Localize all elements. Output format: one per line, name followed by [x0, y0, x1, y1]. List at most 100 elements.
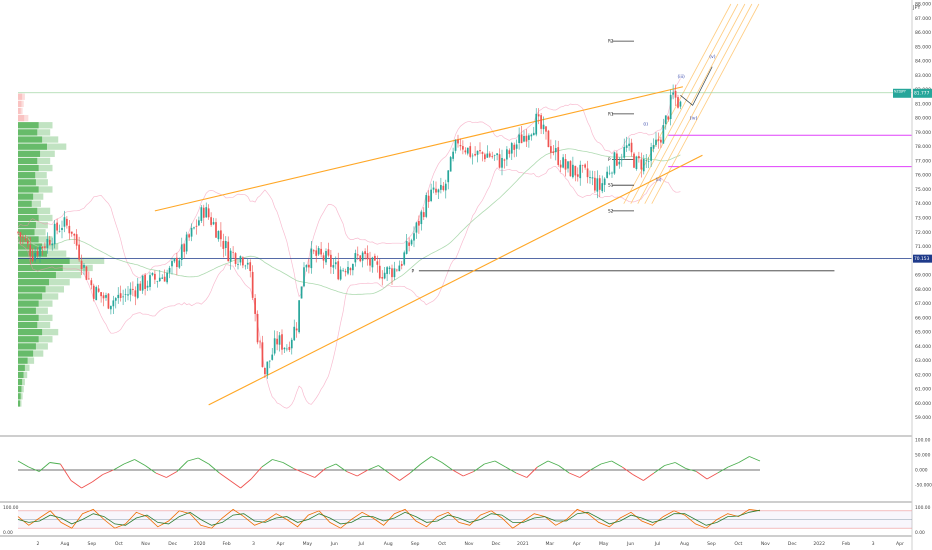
candle-body: [112, 300, 115, 307]
profile-bar: [35, 179, 48, 186]
candle-body: [484, 154, 486, 160]
level-price-tag: [913, 254, 932, 263]
candle-body: [625, 145, 628, 148]
stoch-tick-label: 100.00: [3, 505, 19, 511]
candle-body: [650, 147, 652, 161]
profile-bar: [27, 357, 35, 364]
profile-bar: [38, 314, 53, 322]
profile-bar: [18, 378, 23, 386]
candle-body: [107, 293, 110, 309]
candle-body: [232, 251, 234, 253]
profile-bar: [18, 300, 39, 307]
y-tick-label: 81.000: [915, 101, 931, 107]
osc-segment: [17, 460, 29, 468]
y-tick-label: 85.000: [915, 44, 931, 50]
candle-body: [403, 252, 406, 265]
stoch-line: [17, 509, 761, 526]
candle-body: [34, 253, 36, 261]
candle-body: [119, 293, 122, 298]
candle-body: [457, 139, 459, 144]
candle-body: [564, 159, 567, 170]
candle-body: [528, 135, 530, 140]
candle-body: [530, 134, 533, 137]
wave-label: (ii): [655, 177, 661, 183]
candle-body: [19, 232, 22, 237]
last-price-tag: [913, 88, 932, 98]
candle-body: [183, 244, 186, 252]
osc-segment: [621, 466, 634, 475]
candle-body: [227, 241, 230, 262]
candle-body: [200, 207, 203, 221]
y-tick-label: 60.000: [915, 401, 931, 407]
candle-body: [613, 152, 616, 174]
candle-body: [268, 360, 271, 362]
profile-bar: [38, 214, 53, 222]
candle-body: [78, 244, 80, 260]
profile-bar: [18, 207, 38, 215]
profile-bar: [21, 100, 24, 108]
candle-body: [606, 171, 608, 178]
osc-segment: [516, 472, 527, 478]
grid: [0, 435, 912, 537]
profile-bar: [18, 114, 25, 122]
candle-body: [645, 160, 648, 161]
candle-body: [611, 172, 613, 174]
profile-bar: [18, 257, 70, 264]
candle-body: [623, 146, 626, 158]
candle-body: [562, 157, 564, 168]
candle-body: [66, 218, 68, 226]
profile-bar: [18, 122, 39, 129]
osc-segment: [325, 463, 337, 469]
osc-segment: [706, 472, 718, 480]
candle-body: [239, 256, 242, 263]
y-tick-label: 69.000: [915, 273, 931, 279]
candle-body: [640, 159, 643, 170]
x-tick-label: Jul: [357, 541, 364, 547]
candle-body: [655, 139, 657, 145]
candle-body: [212, 222, 215, 225]
candle-body: [61, 227, 63, 230]
candle-body: [371, 257, 374, 268]
x-tick-label: Dec: [168, 541, 177, 547]
y-tick-label: 77.000: [915, 158, 931, 164]
x-tick-label: Jun: [330, 541, 338, 547]
time-axis[interactable]: 2 Aug Sep Oct Nov Dec 2020 Feb 3 Apr May Jun Jul Aug S…: [37, 541, 905, 547]
profile-bar: [38, 122, 53, 129]
osc-segment: [643, 472, 655, 481]
x-tick-label: 3: [252, 541, 255, 547]
profile-bar: [18, 364, 25, 371]
osc-segment: [738, 456, 750, 463]
candle-body: [205, 207, 208, 218]
candle-body: [278, 335, 281, 345]
x-tick-label: Aug: [384, 541, 393, 547]
candle-body: [540, 115, 542, 129]
profile-bar: [18, 264, 63, 272]
profile-bar: [20, 107, 23, 115]
y-tick-label: 87.000: [915, 16, 931, 22]
candle-body: [198, 220, 200, 226]
profile-bar: [37, 207, 51, 215]
candle-body: [677, 97, 679, 108]
osc-segment: [579, 469, 591, 478]
currency-label: JPY: [912, 5, 921, 11]
x-tick-label: Dec: [491, 541, 500, 547]
profile-bar: [46, 250, 67, 257]
profile-bar: [18, 279, 50, 286]
profile-bar: [42, 293, 59, 300]
osc-segment: [356, 469, 369, 477]
price-axis[interactable]: 88.00087.00086.00085.00084.00083.00082.0…: [893, 0, 932, 550]
candle-body: [264, 367, 266, 374]
candle-body: [418, 220, 420, 226]
profile-bar: [18, 214, 39, 222]
osc-segment: [335, 463, 347, 472]
candle-body: [210, 217, 212, 225]
profile-bar: [18, 193, 34, 200]
osc-segment: [378, 465, 390, 474]
profile-bar: [18, 400, 21, 407]
osc-segment: [123, 459, 135, 465]
candle-body: [498, 154, 501, 168]
candle-body: [638, 156, 640, 159]
candle-body: [173, 258, 176, 262]
x-tick-label: Oct: [734, 541, 742, 547]
